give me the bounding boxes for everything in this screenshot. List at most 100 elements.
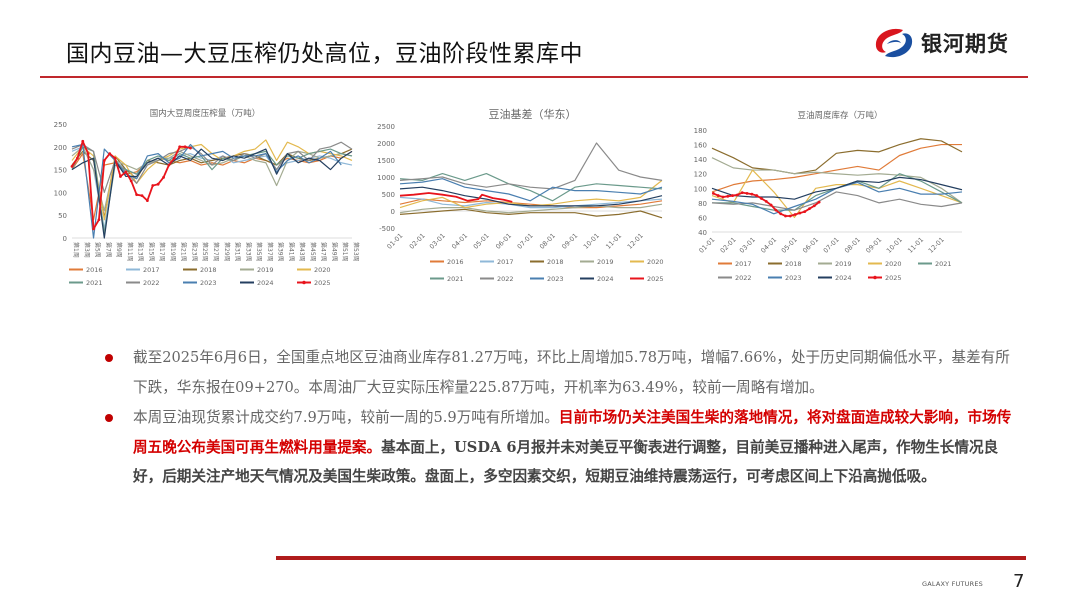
x-tick-label: 02-01 [719,236,738,255]
x-tick-label: 第37周 [266,242,274,262]
series-marker-2025 [726,194,730,198]
series-marker-2025 [711,191,715,195]
x-tick-label: 05-01 [472,232,491,251]
x-tick-label: 05-01 [780,236,799,255]
x-tick-label: 10-01 [582,232,601,251]
x-tick-label: 01-01 [697,236,716,255]
series-marker-2025 [817,200,821,204]
series-marker-2025 [803,210,807,213]
legend-label: 2016 [86,266,103,274]
legend-label: 2025 [885,274,902,282]
bullet-text: 基本面上，USDA 6月报并未对美豆平衡表进行调整，目前美豆播种进入尾声，作物生… [133,438,999,486]
x-tick-label: 第9周 [115,242,123,258]
y-tick-label: 150 [54,167,67,175]
legend-label: 2025 [314,279,331,287]
soybean-crush-chart: 国内大豆周度压榨量（万吨） 0 50 100 150 200 250 第1周 第3周 第5周 第7周… [54,108,360,287]
y-tick-label: 1500 [377,157,395,165]
series-marker-2025 [92,227,95,231]
legend-label: 2023 [547,275,564,283]
legend-label: 2021 [86,279,103,287]
series-line-2020 [71,139,353,221]
y-tick-label: 180 [694,127,707,135]
series-marker-2025 [162,175,165,179]
x-tick-label: 第51周 [341,242,349,262]
legend-label: 2023 [785,274,802,282]
series-line-2017 [711,143,962,193]
series-marker-2025 [764,200,768,203]
legend-marker [302,280,306,285]
x-tick-label: 第23周 [190,242,198,262]
series-marker-2025 [119,175,122,178]
x-tick-label: 第29周 [223,242,231,262]
series-marker-2025 [178,145,182,149]
x-tick-label: 第7周 [104,242,112,258]
x-tick-label: 第35周 [255,242,263,262]
series-line-2022 [399,142,663,190]
series-line-2021 [399,172,663,202]
company-logo: 银河期货 [873,27,1009,59]
series-line-2022 [711,191,963,211]
x-tick-label: 03-01 [428,232,447,251]
highlight-text: 目前市场仍关注美国生柴的落地情况，将对盘面造成较大影响，市场传周五晚公布美国可再… [133,409,1012,456]
legend-label: 2018 [200,266,217,274]
legend-label: 2021 [447,275,464,283]
x-tick-label: 第53周 [352,242,360,262]
series-line-2025 [71,140,191,230]
legend-label: 2024 [257,279,274,287]
legend-label: 2017 [735,260,752,268]
x-tick-label: 12-01 [927,236,946,255]
soyoil-inventory-chart: 豆油周度库存（万吨） 40 60 80 100 120 140 160 180 01-01 02-0… [694,110,963,282]
series-marker-2025 [731,194,735,197]
legend-label: 2022 [497,275,514,283]
legend-label: 2022 [143,279,160,287]
chart-title: 国内大豆周度压榨量（万吨） [150,108,261,119]
chart-title: 豆油基差（华东） [489,107,577,121]
series-line-2024 [71,148,353,239]
y-tick-label: 80 [698,200,707,208]
legend-label: 2022 [735,274,752,282]
y-tick-label: 100 [694,185,707,193]
x-tick-label: 04-01 [450,232,469,251]
bullet-dot-icon [105,414,113,422]
series-marker-2025 [167,163,171,167]
legend-label: 2020 [885,260,902,268]
x-tick-label: 07-01 [516,232,535,251]
series-marker-2025 [784,214,787,218]
series-marker-2025 [755,194,759,197]
x-tick-label: 第49周 [330,242,338,262]
y-tick-label: 60 [698,214,707,222]
legend-label: 2018 [547,258,564,266]
series-marker-2025 [151,184,155,187]
slide-title: 国内豆油—大豆压榨仍处高位，豆油阶段性累库中 [66,41,583,67]
legend-marker [873,275,877,280]
series-marker-2025 [86,152,90,156]
x-tick-label: 第45周 [309,242,317,262]
x-tick-label: 09-01 [560,232,579,251]
series-marker-2025 [140,194,144,197]
series-marker-2025 [172,156,176,160]
x-tick-label: 第47周 [320,242,328,262]
legend-label: 2018 [785,260,802,268]
series-marker-2025 [745,191,749,195]
y-tick-label: 120 [694,171,707,179]
legend-label: 2016 [447,258,464,266]
bullet-dot-icon [105,354,113,362]
series-marker-2025 [793,213,797,216]
series-line-2018 [399,208,663,219]
legend-label: 2019 [257,266,274,274]
series-marker-2025 [812,204,816,208]
y-tick-label: -500 [379,225,395,233]
x-tick-label: 06-01 [801,236,820,255]
series-marker-2025 [97,218,101,222]
legend-label: 2025 [647,275,664,283]
galaxy-logo-icon [875,28,913,58]
x-tick-label: 第5周 [94,242,102,258]
soyoil-basis-chart: 豆油基差（华东） -500 0 500 1000 1500 2000 2500 01-01 02-… [377,107,664,283]
x-tick-label: 第25周 [201,242,209,262]
series-line-2020 [711,169,963,219]
y-tick-label: 100 [54,189,67,197]
bullet-text: 本周豆油现货累计成交约7.9万吨，较前一周的5.9万吨有所增加。 [133,409,559,426]
x-tick-label: 07-01 [822,236,841,255]
y-tick-label: 2500 [377,123,395,131]
x-tick-label: 04-01 [759,236,778,255]
